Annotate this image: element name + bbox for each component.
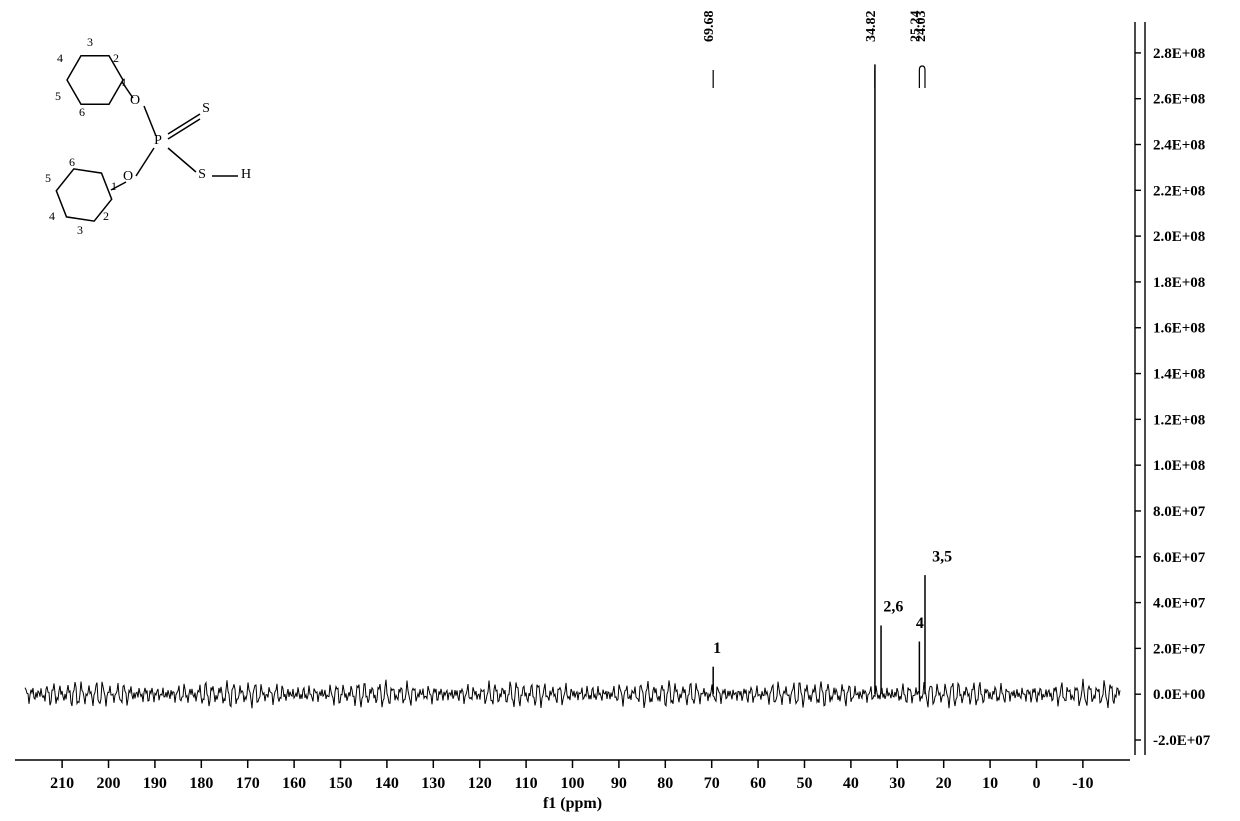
- atom-label: O: [130, 93, 140, 108]
- bond: [144, 106, 156, 136]
- y-tick-label: 8.0E+07: [1153, 504, 1206, 520]
- bond: [168, 148, 196, 172]
- x-tick-label: 110: [515, 775, 538, 792]
- x-tick-label: 120: [468, 775, 492, 792]
- ring-position-label: 5: [55, 89, 61, 103]
- x-tick-label: 40: [843, 775, 859, 792]
- assignment-label: 3,5: [932, 548, 952, 565]
- y-tick-label: 1.4E+08: [1153, 367, 1205, 383]
- x-tick-label: 50: [796, 775, 812, 792]
- x-tick-label: 210: [50, 775, 74, 792]
- y-tick-label: 1.0E+08: [1153, 458, 1205, 474]
- ring-position-label: 2: [113, 51, 119, 65]
- assignment-label: 1: [713, 640, 721, 657]
- ring-position-label: 4: [49, 209, 55, 223]
- peak-ppm-label: 69.68: [702, 11, 717, 43]
- y-tick-label: 2.6E+08: [1153, 92, 1205, 108]
- peak-ppm-label: 24.03: [914, 11, 929, 43]
- x-tick-label: 190: [143, 775, 167, 792]
- atom-label: H: [241, 167, 251, 182]
- structure-diagram: 123456123456OOPSSH: [20, 20, 280, 250]
- atom-label: P: [154, 133, 162, 148]
- y-tick-label: 1.8E+08: [1153, 275, 1205, 291]
- atom-label: S: [198, 167, 206, 182]
- assignment-label: 4: [916, 615, 924, 632]
- ring-position-label: 6: [69, 155, 75, 169]
- y-tick-label: 2.2E+08: [1153, 183, 1205, 199]
- y-tick-label: -2.0E+07: [1153, 733, 1211, 749]
- x-tick-label: 30: [889, 775, 905, 792]
- x-tick-label: -10: [1072, 775, 1093, 792]
- x-tick-label: 80: [657, 775, 673, 792]
- bond: [136, 148, 154, 176]
- x-tick-label: 90: [611, 775, 627, 792]
- ring-position-label: 1: [111, 179, 117, 193]
- y-tick-label: 2.0E+08: [1153, 229, 1205, 245]
- x-tick-label: 130: [421, 775, 445, 792]
- assignment-label: 2,6: [883, 599, 903, 616]
- peak-labels: 69.6834.8225.2424.03: [702, 11, 929, 89]
- y-tick-label: 6.0E+07: [1153, 550, 1206, 566]
- ring-position-label: 5: [45, 171, 51, 185]
- y-tick-label: 1.2E+08: [1153, 412, 1205, 428]
- x-tick-label: 160: [282, 775, 306, 792]
- atom-label: O: [123, 169, 133, 184]
- x-tick-label: 170: [236, 775, 260, 792]
- x-tick-label: 70: [704, 775, 720, 792]
- ring-position-label: 3: [87, 35, 93, 49]
- ring-position-label: 3: [77, 223, 83, 237]
- ring-position-label: 4: [57, 51, 63, 65]
- y-tick-label: 0.0E+00: [1153, 687, 1205, 703]
- x-tick-label: 10: [982, 775, 998, 792]
- x-tick-label: 150: [329, 775, 353, 792]
- x-tick-label: 0: [1032, 775, 1040, 792]
- bond: [168, 119, 200, 139]
- x-tick-label: 200: [97, 775, 121, 792]
- x-tick-label: 60: [750, 775, 766, 792]
- bond: [168, 114, 200, 134]
- peak-ppm-label: 34.82: [864, 11, 879, 43]
- nmr-figure: 69.6834.8225.2424.0312,643,5-10010203040…: [0, 0, 1240, 821]
- y-tick-label: 2.4E+08: [1153, 138, 1205, 154]
- ring-position-label: 6: [79, 105, 85, 119]
- ring-position-label: 2: [103, 209, 109, 223]
- assignment-labels: 1 2,6 4 3,5: [713, 548, 952, 657]
- y-tick-label: 4.0E+07: [1153, 596, 1206, 612]
- x-axis: -10 0 10 20 30 40 50 60 70 80 90 100 110 120 130 140 150…: [15, 760, 1130, 812]
- x-tick-label: 20: [936, 775, 952, 792]
- y-axis: -2.0E+07 0.0E+00 2.0E+07 4.0E+07 6.0E+07 8.0E…: [1135, 22, 1211, 755]
- y-tick-label: 2.8E+08: [1153, 46, 1205, 62]
- x-tick-label: 180: [189, 775, 213, 792]
- x-axis-label: f1 (ppm): [543, 795, 602, 812]
- atom-label: S: [202, 101, 210, 116]
- x-tick-label: 140: [375, 775, 399, 792]
- baseline-noise: [25, 679, 1120, 709]
- x-tick-label: 100: [561, 775, 585, 792]
- y-tick-label: 1.6E+08: [1153, 321, 1205, 337]
- y-tick-label: 2.0E+07: [1153, 641, 1206, 657]
